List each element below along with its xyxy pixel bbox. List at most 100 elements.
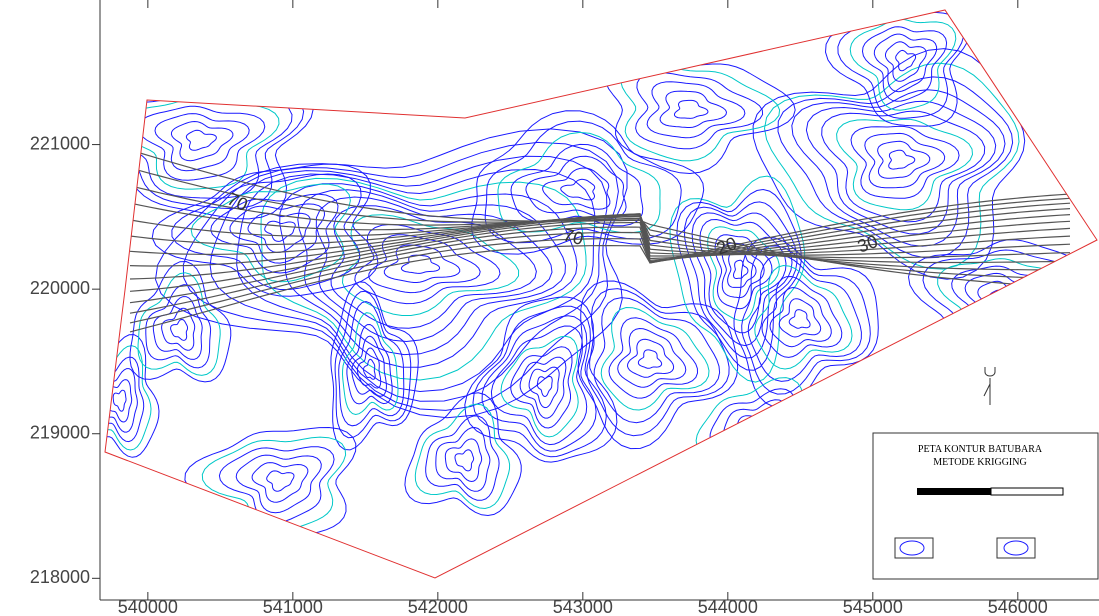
contour xyxy=(266,470,295,492)
contour xyxy=(444,438,483,483)
north-arrow xyxy=(983,367,996,405)
contour xyxy=(608,317,699,399)
contour xyxy=(600,306,710,411)
overburden-line xyxy=(129,208,1071,304)
overburden-line xyxy=(129,193,1071,333)
overburden-lines xyxy=(129,149,1071,333)
contour xyxy=(260,177,587,381)
contour xyxy=(754,264,853,370)
contour xyxy=(733,236,879,408)
contour xyxy=(425,415,500,501)
contour xyxy=(251,462,309,503)
y-tick-label: 218000 xyxy=(30,567,90,587)
x-tick-label: 545000 xyxy=(843,597,903,616)
contour xyxy=(210,193,339,274)
contour xyxy=(699,218,787,334)
overburden-line xyxy=(129,213,1071,256)
contour xyxy=(315,196,553,343)
contour xyxy=(106,379,133,423)
contour xyxy=(472,305,607,458)
contour xyxy=(735,409,781,453)
contour xyxy=(161,307,196,351)
legend-swatch xyxy=(996,537,1036,559)
contour xyxy=(593,297,721,424)
x-tick-label: 542000 xyxy=(408,597,468,616)
contour xyxy=(877,140,931,179)
contour xyxy=(235,454,322,514)
contour xyxy=(297,189,566,356)
contour xyxy=(977,280,1028,321)
contour xyxy=(218,446,335,524)
contour xyxy=(850,125,960,199)
contour xyxy=(151,163,379,297)
contour xyxy=(170,318,188,341)
contour xyxy=(129,260,232,383)
contour xyxy=(145,284,212,369)
contour xyxy=(182,141,619,411)
contour xyxy=(454,449,475,472)
contour xyxy=(105,334,160,458)
contour xyxy=(864,132,946,189)
boundary xyxy=(104,9,1098,579)
contour xyxy=(659,90,728,128)
contour xyxy=(805,100,997,235)
y-tick-label: 220000 xyxy=(30,278,90,298)
contour xyxy=(519,356,567,419)
contour xyxy=(646,81,746,139)
contour xyxy=(334,290,412,439)
contour xyxy=(363,358,376,380)
contour xyxy=(586,288,730,437)
x-tick-label: 546000 xyxy=(988,597,1048,616)
contour xyxy=(510,346,573,429)
contour xyxy=(824,10,972,127)
contour xyxy=(620,63,781,162)
scale-bar xyxy=(990,487,1064,496)
contour xyxy=(152,296,203,360)
contour xyxy=(112,389,127,412)
contour xyxy=(190,183,351,283)
contour xyxy=(185,129,217,151)
contour xyxy=(170,120,234,162)
scale-bar xyxy=(917,488,991,495)
contour xyxy=(747,254,862,382)
contour xyxy=(560,178,596,201)
contour xyxy=(836,118,974,211)
contour xyxy=(732,259,749,279)
contour xyxy=(490,325,588,446)
contour xyxy=(105,345,152,451)
contour xyxy=(414,403,511,510)
contour xyxy=(895,49,917,72)
contour xyxy=(861,26,948,102)
contour xyxy=(635,72,764,150)
contour xyxy=(778,298,822,338)
legend-swatch xyxy=(899,540,925,556)
contour xyxy=(356,347,382,389)
overburden-line xyxy=(129,197,1071,324)
legend-title: PETA KONTUR BATUBARA xyxy=(918,444,1043,455)
x-tick-label: 544000 xyxy=(698,597,758,616)
contour xyxy=(761,275,843,358)
overburden-line xyxy=(129,215,1071,267)
overburden-line xyxy=(129,149,1071,289)
contour xyxy=(603,55,796,175)
contour xyxy=(777,76,1014,259)
legend: PETA KONTUR BATUBARA METODE KRIGGING xyxy=(872,432,1099,580)
contour xyxy=(510,143,644,227)
contour xyxy=(338,300,405,427)
contour xyxy=(684,201,798,359)
contour xyxy=(528,366,560,409)
contour xyxy=(105,368,138,433)
contour xyxy=(351,335,387,397)
x-tick-label: 543000 xyxy=(553,597,613,616)
contour xyxy=(674,99,709,119)
contour xyxy=(341,312,399,416)
contour xyxy=(695,377,813,482)
contour xyxy=(154,113,250,172)
x-tick-label: 541000 xyxy=(263,597,323,616)
contour xyxy=(885,41,927,82)
contour xyxy=(873,33,938,93)
overburden-line xyxy=(129,202,1071,314)
contour xyxy=(669,175,806,383)
contour xyxy=(617,327,687,388)
contour xyxy=(481,315,597,452)
